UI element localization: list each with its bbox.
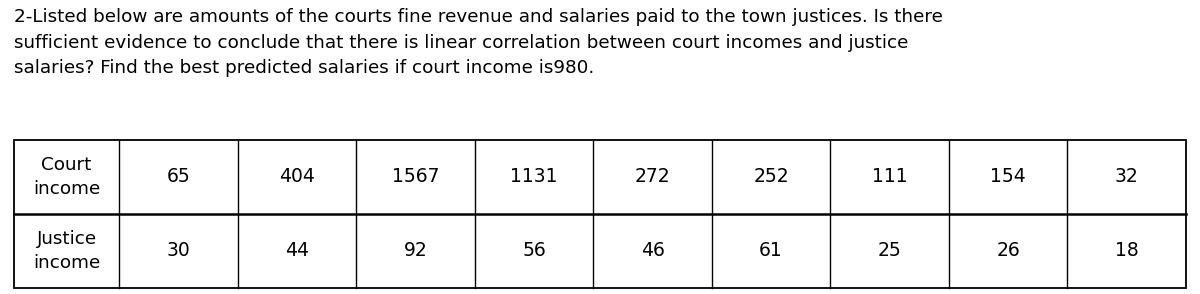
Text: 154: 154 (990, 168, 1026, 186)
Text: 46: 46 (641, 241, 665, 260)
Text: 2-Listed below are amounts of the courts fine revenue and salaries paid to the t: 2-Listed below are amounts of the courts… (14, 8, 943, 77)
Text: 111: 111 (871, 168, 907, 186)
Text: 32: 32 (1115, 168, 1139, 186)
Text: 44: 44 (284, 241, 308, 260)
Text: 26: 26 (996, 241, 1020, 260)
Text: Court
income: Court income (32, 156, 100, 198)
Text: 1567: 1567 (391, 168, 439, 186)
Text: 92: 92 (403, 241, 427, 260)
Text: 30: 30 (167, 241, 190, 260)
Text: 272: 272 (635, 168, 671, 186)
Text: 65: 65 (167, 168, 190, 186)
Text: 56: 56 (522, 241, 546, 260)
Text: 18: 18 (1115, 241, 1139, 260)
Text: 404: 404 (278, 168, 314, 186)
Text: 252: 252 (754, 168, 788, 186)
Text: 61: 61 (760, 241, 782, 260)
Text: 25: 25 (877, 241, 901, 260)
Bar (14, 140, 1186, 288)
Text: 1131: 1131 (510, 168, 558, 186)
Text: Justice
income: Justice income (32, 230, 100, 273)
